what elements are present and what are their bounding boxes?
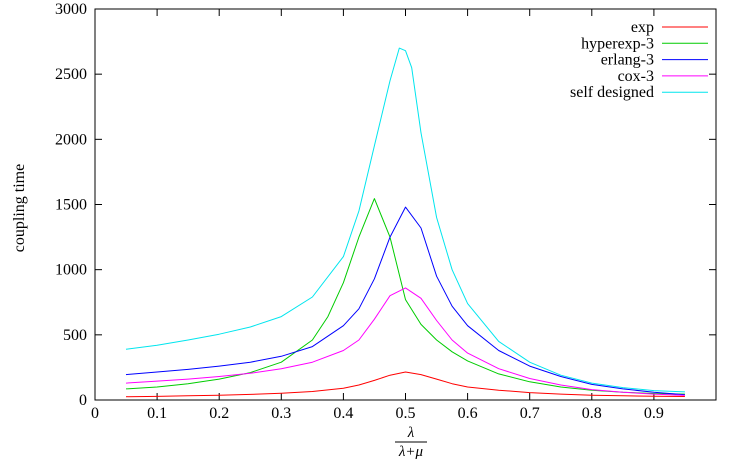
y-tick-label: 500 (63, 327, 87, 344)
y-axis-title-group: coupling time (11, 164, 28, 252)
series-lines (125, 47, 685, 398)
x-tick-label: 0.8 (582, 405, 602, 422)
series-line-exp (125, 371, 685, 398)
series-line-erlang-3 (125, 206, 685, 396)
legend-label: exp (631, 19, 654, 36)
x-tick-label: 0.4 (333, 405, 353, 422)
legend-label: erlang-3 (601, 52, 654, 69)
y-tick-label: 2500 (55, 66, 87, 83)
y-tick-label: 0 (79, 392, 87, 409)
x-axis-title-group: λ λ+μ (395, 425, 427, 459)
legend-label: cox-3 (618, 68, 654, 85)
x-tick-label: 0.6 (458, 405, 478, 422)
x-axis-title-numerator: λ (407, 425, 415, 441)
y-tick-label: 2000 (55, 131, 87, 148)
legend-label: hyperexp-3 (581, 35, 654, 52)
x-tick-label: 0.2 (209, 405, 229, 422)
x-tick-label: 0.7 (520, 405, 540, 422)
series-line-self-designed (125, 47, 685, 393)
x-tick-label: 0.9 (644, 405, 664, 422)
y-tick-label: 1500 (55, 197, 87, 214)
legend-label: self designed (570, 84, 654, 101)
x-tick-label: 0.5 (396, 405, 416, 422)
x-axis-title-denominator: λ+μ (398, 444, 424, 459)
axis-ticks: 0 0.1 0.2 0.3 0.4 0.5 0.6 0.7 0.8 0.9 0 500 1000 1500… (55, 1, 716, 422)
x-tick-label: 0 (91, 405, 99, 422)
y-tick-label: 1000 (55, 262, 87, 279)
y-tick-label: 3000 (55, 1, 87, 18)
x-tick-label: 0.3 (271, 405, 291, 422)
y-axis-title: coupling time (11, 164, 28, 252)
x-tick-label: 0.1 (147, 405, 167, 422)
series-line-cox-3 (125, 287, 685, 396)
